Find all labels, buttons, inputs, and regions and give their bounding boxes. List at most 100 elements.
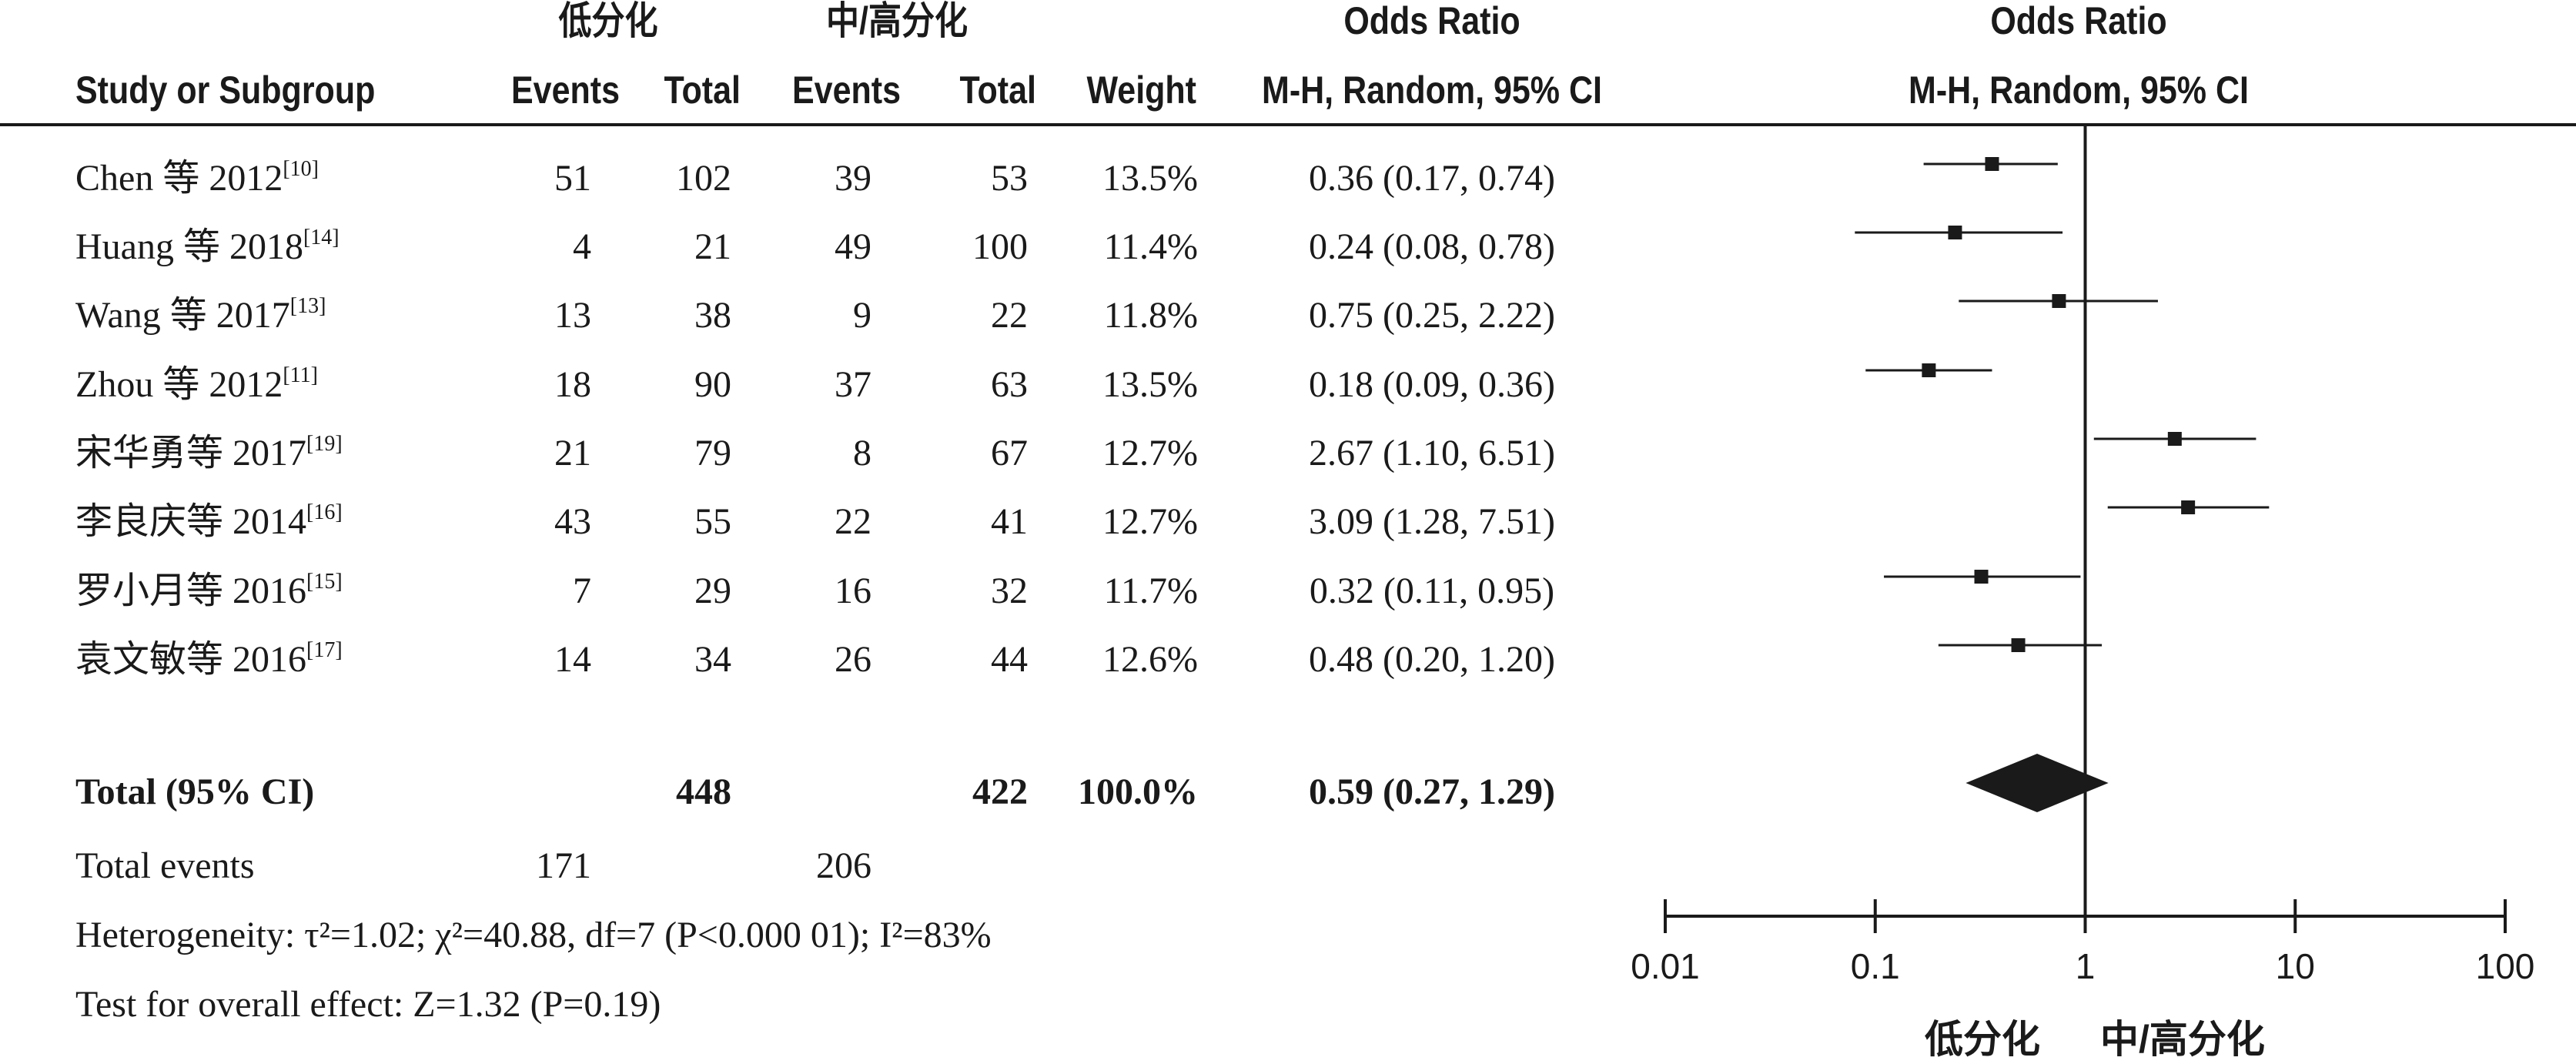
tick-label: 0.1: [1850, 946, 1900, 986]
ci-cell: 0.36 (0.17, 0.74): [1309, 158, 1555, 199]
events2-cell: 22: [835, 501, 871, 542]
study-reference: [17]: [306, 638, 343, 662]
study-name: 罗小月等 2016[15]: [75, 570, 343, 611]
ci-cell: 0.75 (0.25, 2.22): [1309, 295, 1555, 336]
total1-cell: 38: [694, 295, 731, 336]
total2-cell: 53: [991, 158, 1028, 199]
point-marker: [1985, 157, 1999, 171]
total2-cell: 44: [991, 639, 1028, 680]
ci-cell: 0.48 (0.20, 1.20): [1309, 639, 1555, 680]
study-label: Wang 等 2017: [75, 295, 290, 336]
study-reference: [13]: [289, 294, 326, 318]
events2-cell: 26: [835, 639, 871, 680]
ci-cell: 3.09 (1.28, 7.51): [1309, 501, 1555, 542]
study-reference: [19]: [306, 432, 343, 456]
group2-header: 中/高分化: [826, 0, 968, 42]
total-weight: 100.0%: [1078, 771, 1198, 812]
or-title-right: Odds Ratio: [1990, 0, 2167, 42]
study-label: Zhou 等 2012: [75, 364, 283, 405]
or-title-left: Odds Ratio: [1343, 0, 1521, 42]
tick-label: 0.01: [1631, 946, 1700, 986]
total2-cell: 41: [991, 501, 1028, 542]
study-label: 罗小月等 2016: [75, 570, 307, 611]
weight-header: Weight: [1086, 69, 1196, 112]
events2-cell: 8: [853, 433, 871, 473]
events1-cell: 13: [554, 295, 591, 336]
events1-cell: 7: [573, 570, 591, 611]
study-reference: [10]: [283, 157, 319, 181]
total1-cell: 29: [694, 570, 731, 611]
events1-cell: 4: [573, 226, 591, 267]
study-name: 袁文敏等 2016[17]: [75, 638, 343, 680]
events2-cell: 49: [835, 226, 871, 267]
study-reference: [14]: [303, 226, 340, 249]
study-label: 李良庆等 2014: [75, 501, 307, 542]
total2-cell: 32: [991, 570, 1028, 611]
header-rule: [0, 123, 2576, 126]
study-reference: [16]: [306, 500, 343, 524]
events2-cell: 16: [835, 570, 871, 611]
study-label: 袁文敏等 2016: [75, 639, 307, 680]
total1-cell: 102: [676, 158, 731, 199]
total2-cell: 67: [991, 433, 1028, 473]
study-name: 李良庆等 2014[16]: [75, 501, 343, 542]
weight-cell: 13.5%: [1102, 364, 1198, 405]
method-header-right: M-H, Random, 95% CI: [1908, 69, 2249, 112]
total2-header: Total: [959, 69, 1036, 112]
weight-cell: 11.8%: [1103, 295, 1198, 336]
favours-left-label: 低分化: [1925, 1018, 2040, 1061]
tick-label: 1: [2075, 946, 2096, 986]
events1-cell: 43: [554, 501, 591, 542]
weight-cell: 12.6%: [1102, 639, 1198, 680]
total1-cell: 79: [694, 433, 731, 473]
point-marker: [1974, 570, 1989, 584]
total2-cell: 100: [972, 226, 1028, 267]
total1-cell: 21: [694, 226, 731, 267]
weight-cell: 11.4%: [1103, 226, 1198, 267]
weight-cell: 12.7%: [1102, 433, 1198, 473]
total-events-e1: 171: [536, 845, 591, 886]
total-events-e2: 206: [816, 845, 871, 886]
point-marker: [2167, 432, 2182, 446]
ci-cell: 0.24 (0.08, 0.78): [1309, 226, 1555, 267]
overall-effect-text: Test for overall effect: Z=1.32 (P=0.19): [75, 984, 661, 1025]
study-name: Zhou 等 2012[11]: [75, 364, 318, 405]
study-name: 宋华勇等 2017[19]: [75, 432, 343, 473]
total-t1: 448: [676, 771, 731, 812]
study-name: Huang 等 2018[14]: [75, 226, 340, 267]
study-header: Study or Subgroup: [75, 69, 376, 112]
tick-label: 10: [2275, 946, 2315, 986]
pooled-diamond: [1965, 754, 2109, 812]
point-marker: [2052, 294, 2066, 308]
events1-header: Events: [510, 69, 620, 112]
events1-cell: 21: [554, 433, 591, 473]
weight-cell: 12.7%: [1102, 501, 1198, 542]
tick-label: 100: [2475, 946, 2535, 986]
events2-cell: 39: [835, 158, 871, 199]
study-reference: [15]: [306, 570, 343, 594]
events2-cell: 9: [853, 295, 871, 336]
method-header-left: M-H, Random, 95% CI: [1261, 69, 1602, 112]
favours-right-label: 中/高分化: [2100, 1018, 2265, 1061]
weight-cell: 11.7%: [1103, 570, 1198, 611]
study-label: Huang 等 2018: [75, 226, 303, 267]
ci-cell: 2.67 (1.10, 6.51): [1309, 433, 1555, 473]
weight-cell: 13.5%: [1102, 158, 1198, 199]
point-marker: [1948, 226, 1962, 239]
total-t2: 422: [972, 771, 1028, 812]
ci-cell: 0.18 (0.09, 0.36): [1309, 364, 1555, 405]
study-label: 宋华勇等 2017: [75, 433, 307, 473]
events1-cell: 18: [554, 364, 591, 405]
ci-cell: 0.32 (0.11, 0.95): [1309, 570, 1555, 611]
total1-header: Total: [664, 69, 741, 112]
total1-cell: 55: [694, 501, 731, 542]
study-label: Chen 等 2012: [75, 158, 283, 199]
events1-cell: 51: [554, 158, 591, 199]
study-name: Chen 等 2012[10]: [75, 157, 319, 199]
point-marker: [2181, 500, 2196, 514]
heterogeneity-text: Heterogeneity: τ²=1.02; χ²=40.88, df=7 (…: [75, 915, 992, 955]
events2-header: Events: [791, 69, 901, 112]
total2-cell: 22: [991, 295, 1028, 336]
events1-cell: 14: [554, 639, 591, 680]
